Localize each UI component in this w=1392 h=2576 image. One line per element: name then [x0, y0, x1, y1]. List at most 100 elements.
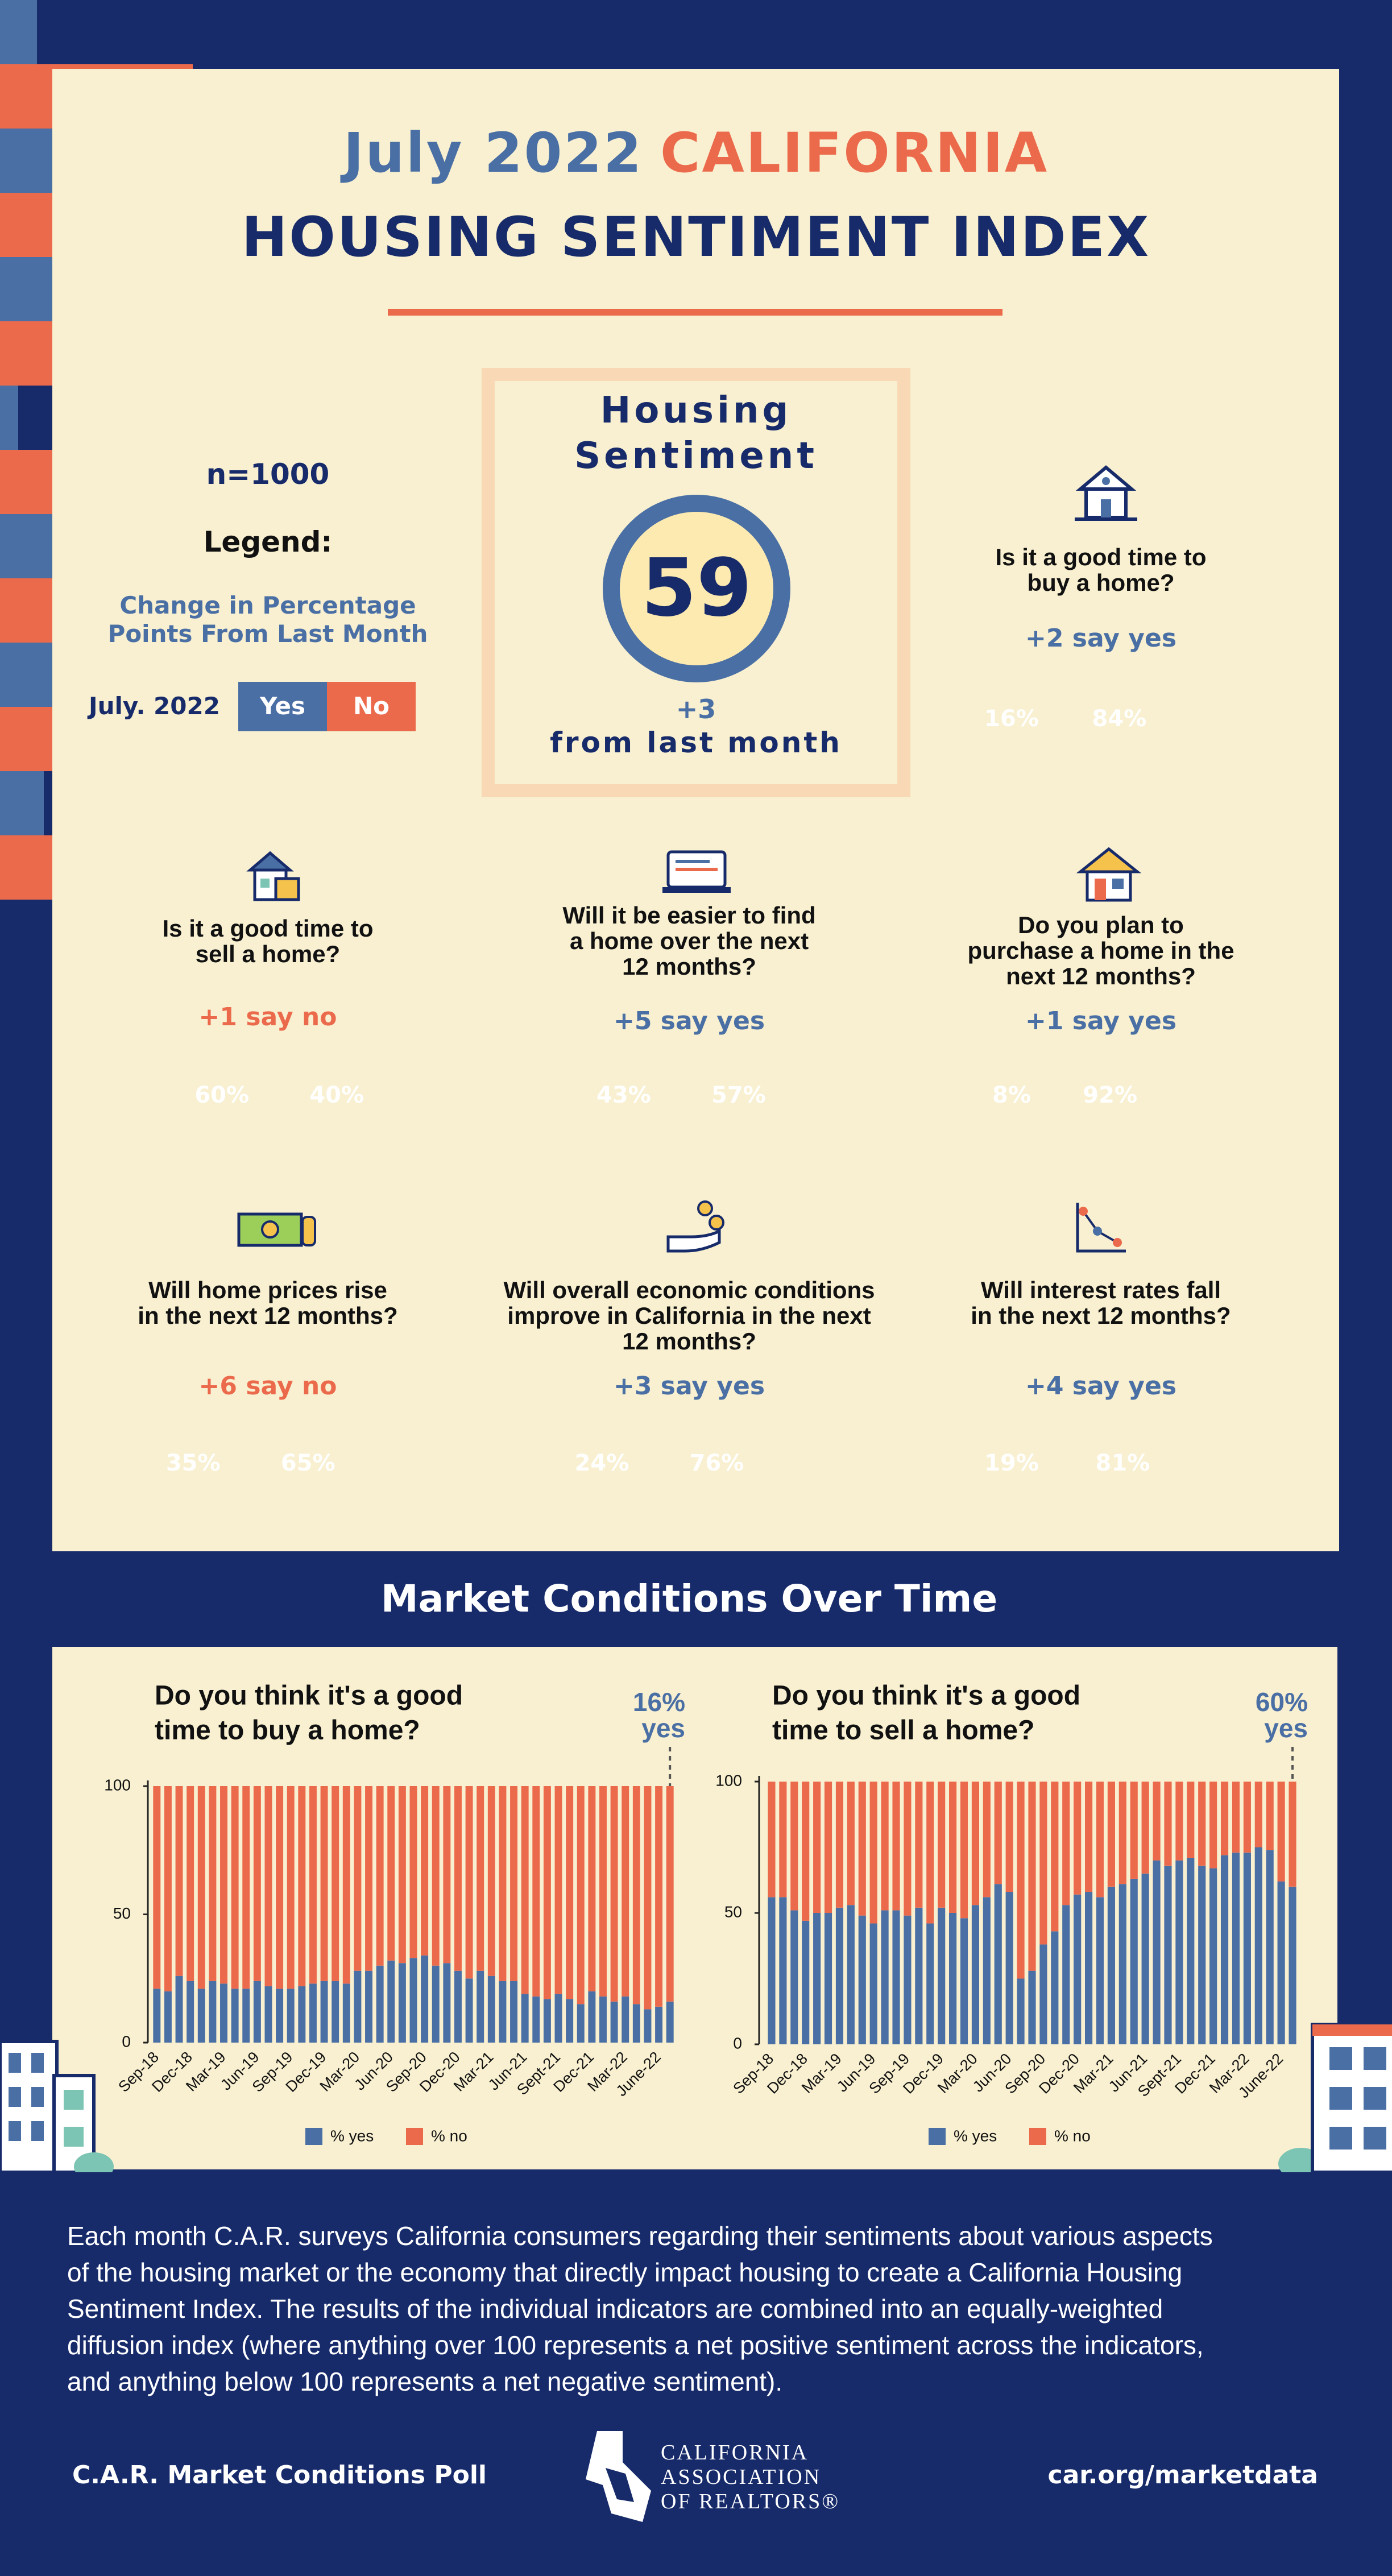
bar-segment — [1085, 1782, 1093, 1892]
bar-segment — [376, 1965, 384, 2043]
annotation: yes — [1264, 1713, 1308, 1743]
legend-swatch — [1029, 2128, 1046, 2145]
bar-segment — [253, 1981, 261, 2043]
footer-url: car.org/marketdata — [1047, 2461, 1318, 2490]
bar-segment — [983, 1782, 991, 1898]
footer-paragraph: Each month C.A.R. surveys California con… — [67, 2218, 1213, 2400]
bar-segment — [443, 1786, 451, 1964]
answer-bar — [0, 386, 19, 450]
sample-size: n=1000 — [206, 458, 330, 491]
change-text: +4 say yes — [1025, 1372, 1177, 1401]
bar-segment — [915, 1782, 923, 1908]
question-line: buy a home? — [1027, 569, 1175, 596]
bar-segment — [242, 1989, 250, 2043]
bar-segment — [655, 2006, 663, 2043]
bar-segment — [949, 1782, 957, 1913]
bar-segment — [577, 2004, 585, 2043]
answer-label: 81% — [1095, 1449, 1150, 1476]
bar-segment — [835, 1782, 844, 1908]
question-line: Will home prices rise — [148, 1277, 387, 1303]
bar-segment — [632, 2004, 640, 2043]
bar-segment — [153, 1989, 161, 2043]
bar-segment — [521, 1786, 529, 1994]
bar-segment — [802, 1782, 810, 1921]
bar-segment — [802, 1920, 810, 2044]
bar-segment — [1175, 1860, 1183, 2044]
bar-segment — [599, 1996, 607, 2043]
legend-label: % yes — [954, 2127, 997, 2144]
annotation: 60% — [1256, 1687, 1308, 1717]
bar-segment — [276, 1989, 284, 2043]
bar-segment — [858, 1915, 866, 2044]
bar-segment — [824, 1782, 832, 1913]
sentiment-title: Sentiment — [574, 435, 818, 477]
bar-segment — [421, 1955, 429, 2043]
bar-segment — [1096, 1782, 1104, 1898]
bar-segment — [242, 1786, 250, 1989]
bar-segment — [577, 1786, 585, 2005]
bar-segment — [1220, 1782, 1229, 1856]
question-line: in the next 12 months? — [971, 1302, 1231, 1329]
bar-segment — [949, 1913, 957, 2044]
bar-segment — [1198, 1782, 1206, 1866]
bar-segment — [354, 1786, 362, 1971]
bar-segment — [983, 1897, 991, 2044]
bar-segment — [960, 1782, 968, 1919]
bar-segment — [554, 1786, 562, 1994]
bar-segment — [432, 1786, 440, 1966]
bar-segment — [354, 1970, 362, 2043]
bar-segment — [376, 1786, 384, 1966]
bar-segment — [622, 1996, 629, 2043]
answer-label: 8% — [992, 1082, 1031, 1108]
bar-segment — [813, 1913, 821, 2044]
bar-segment — [1130, 1878, 1138, 2044]
bar-segment — [588, 1991, 596, 2043]
bar-segment — [892, 1910, 900, 2044]
bar-segment — [566, 1999, 574, 2043]
bar-segment — [622, 1786, 629, 1997]
bar-segment — [926, 1782, 934, 1924]
icon-hand-coins — [666, 1200, 724, 1253]
change-text: +1 say yes — [1025, 1007, 1177, 1036]
legend-yes: Yes — [259, 692, 306, 720]
top-panel — [52, 69, 1339, 1551]
bar-segment — [824, 1913, 832, 2044]
bar-segment — [231, 1989, 239, 2043]
bar-segment — [971, 1905, 979, 2044]
bar-segment — [465, 1786, 473, 1979]
bar-segment — [532, 1996, 540, 2043]
bar-segment — [1028, 1970, 1036, 2044]
paragraph-line: of the housing market or the economy tha… — [67, 2258, 1183, 2287]
bar-segment — [543, 1999, 551, 2043]
bar-segment — [477, 1786, 484, 1971]
answer-label: 60% — [194, 1082, 250, 1108]
sentiment-change: +3 — [676, 694, 716, 724]
bar-segment — [209, 1786, 217, 1981]
change-text: +1 say no — [198, 1003, 337, 1032]
question-line: Is it a good time to — [162, 915, 374, 942]
logo-text: CALIFORNIA ASSOCIATION OF REALTORS® — [661, 2441, 840, 2514]
answer-label: 43% — [596, 1082, 651, 1108]
question-line: Will interest rates fall — [980, 1277, 1221, 1303]
legend-heading: Legend: — [203, 525, 333, 558]
bar-segment — [1062, 1905, 1070, 2044]
bar-segment — [454, 1970, 462, 2043]
bar-segment — [904, 1782, 912, 1916]
bar-segment — [1153, 1860, 1161, 2044]
legend-swatch — [406, 2128, 423, 2145]
bar-segment — [287, 1786, 295, 1989]
bar-segment — [666, 2001, 674, 2043]
bar-segment — [779, 1782, 787, 1898]
bar-segment — [1175, 1782, 1183, 1861]
change-text: +5 say yes — [613, 1007, 765, 1036]
bar-segment — [1243, 1852, 1251, 2044]
bar-segment — [521, 1994, 529, 2043]
bar-segment — [1232, 1852, 1240, 2044]
question-line: Will it be easier to find — [562, 902, 816, 929]
bar-segment — [332, 1786, 339, 1981]
bar-segment — [164, 1991, 172, 2043]
chart-title: time to sell a home? — [772, 1716, 1034, 1746]
bar-segment — [1017, 1782, 1025, 1979]
legend-label: % no — [1054, 2127, 1091, 2144]
title-rule — [388, 309, 1002, 316]
